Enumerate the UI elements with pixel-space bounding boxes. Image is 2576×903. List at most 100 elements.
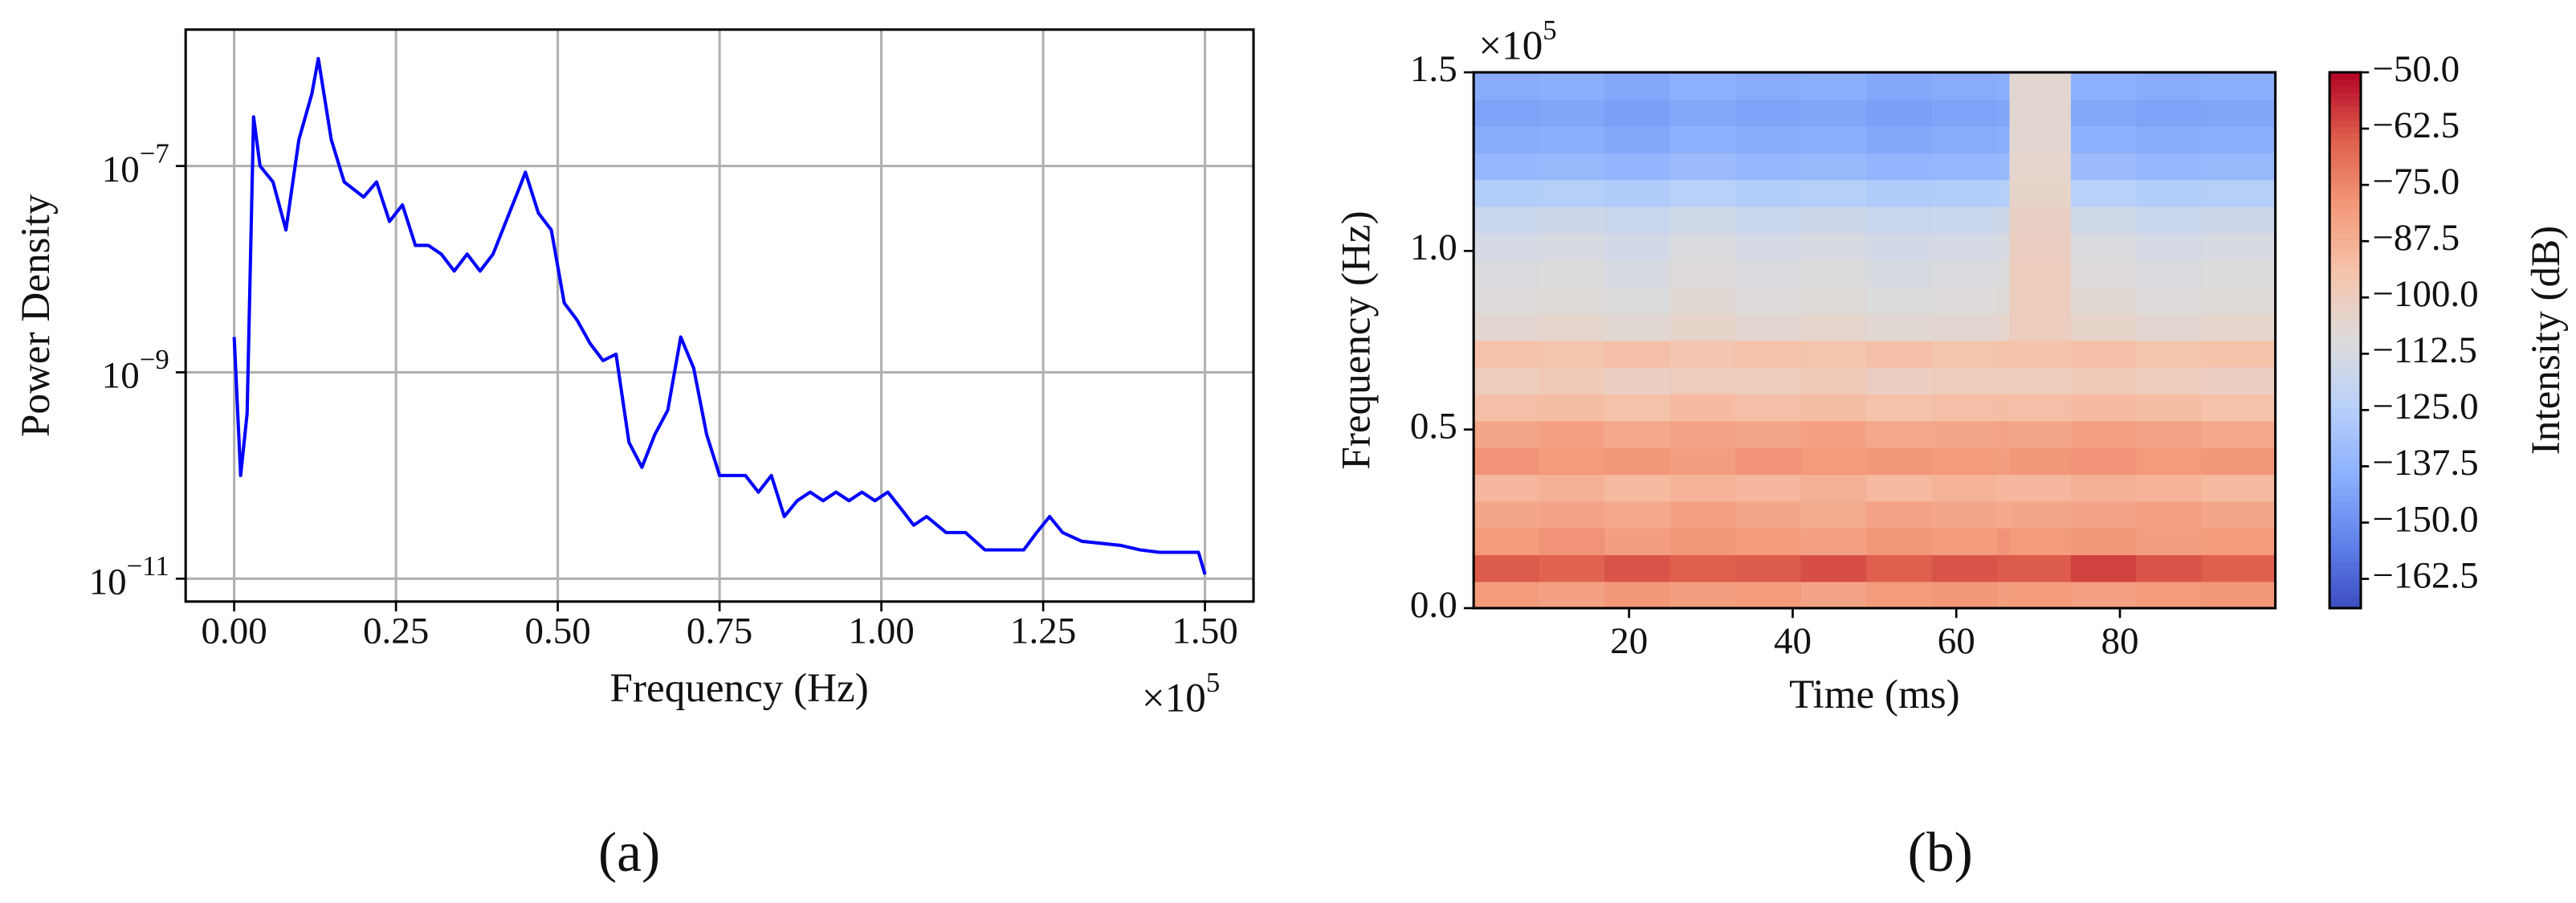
heatmap-cell xyxy=(1604,420,1671,448)
colorbar-slice xyxy=(2329,521,2361,529)
heatmap-cell xyxy=(2009,99,2072,127)
heatmap-cell xyxy=(1800,313,1868,341)
colorbar-slice xyxy=(2329,547,2361,556)
heatmap-cell xyxy=(1931,72,1999,100)
y-axis-label: Frequency (Hz) xyxy=(1334,210,1380,469)
y-tick-label: 0.0 xyxy=(1410,584,1457,626)
colorbar-slice xyxy=(2329,420,2361,428)
heatmap-cell xyxy=(1866,447,1933,476)
heatmap-cell xyxy=(1604,206,1671,234)
heatmap-cell xyxy=(1473,99,1540,127)
heatmap-cell xyxy=(1997,554,2011,582)
heatmap-cell xyxy=(1539,447,1606,476)
colorbar-tick-label: −75.0 xyxy=(2372,161,2460,202)
colorbar-slice xyxy=(2329,206,2361,215)
heatmap-cell xyxy=(2070,501,2138,529)
heatmap-cell xyxy=(2009,447,2072,476)
colorbar-slice xyxy=(2329,125,2361,134)
heatmap-cell xyxy=(1997,99,2011,127)
heatmap-cell xyxy=(2136,259,2203,288)
colorbar-slice xyxy=(2329,386,2361,395)
colorbar-tick-label: −150.0 xyxy=(2372,498,2478,540)
heatmap-cell xyxy=(1669,447,1737,476)
heatmap-cell xyxy=(1669,259,1737,288)
colorbar-slice xyxy=(2329,266,2361,275)
heatmap-cell xyxy=(1735,125,1802,153)
heatmap-cell xyxy=(1997,474,2011,502)
heatmap-cell xyxy=(1669,394,1737,422)
heatmap-cell xyxy=(1866,474,1933,502)
colorbar-slice xyxy=(2329,454,2361,462)
heatmap-cell xyxy=(1997,153,2011,181)
heatmap-cell xyxy=(1931,366,1999,395)
heatmap-cell xyxy=(2070,233,2138,261)
heatmap-cell xyxy=(2136,501,2203,529)
heatmap-cell xyxy=(2070,554,2138,582)
heatmap-cell xyxy=(1735,72,1802,100)
heatmap-cell xyxy=(1997,394,2011,422)
heatmap-cell xyxy=(1997,206,2011,234)
heatmap-cell xyxy=(1735,340,1802,368)
heatmap-cell xyxy=(2136,474,2203,502)
heatmap-cell xyxy=(1539,554,1606,582)
y-tick-label: 10−7 xyxy=(102,137,169,190)
heatmap-cell xyxy=(1866,72,1933,100)
heatmap-cell xyxy=(1604,72,1671,100)
heatmap-cell xyxy=(2070,286,2138,314)
colorbar-slice xyxy=(2329,300,2361,308)
x-offset: ×105 xyxy=(1142,667,1220,721)
heatmap-cell xyxy=(2136,420,2203,448)
heatmap-cell xyxy=(2201,394,2276,422)
colorbar-slice xyxy=(2329,581,2361,589)
heatmap-cell xyxy=(2201,286,2276,314)
colorbar-slice xyxy=(2329,85,2361,94)
heatmap-cell xyxy=(2201,206,2276,234)
heatmap-cell xyxy=(1866,125,1933,153)
heatmap-cell xyxy=(2136,206,2203,234)
y-offset: ×105 xyxy=(1478,14,1556,68)
y-tick-label: 10−11 xyxy=(89,550,169,603)
heatmap-cell xyxy=(1604,125,1671,153)
heatmap-cell xyxy=(1866,581,1933,609)
heatmap-cell xyxy=(1931,99,1999,127)
y-tick-label-base: 10 xyxy=(102,354,140,396)
heatmap-cell xyxy=(1735,206,1802,234)
x-tick-label: 80 xyxy=(2101,620,2139,662)
heatmap-cell xyxy=(1473,581,1540,609)
heatmap-cell xyxy=(1997,286,2011,314)
heatmap-cell xyxy=(2009,153,2072,181)
heatmap-cell xyxy=(1800,233,1868,261)
heatmap-cell xyxy=(1866,527,1933,556)
heatmap-cell xyxy=(2201,340,2276,368)
heatmap-cell xyxy=(2009,340,2072,368)
colorbar-slice xyxy=(2329,340,2361,348)
heatmap-cell xyxy=(1473,286,1540,314)
heatmap-cell xyxy=(1931,153,1999,181)
heatmap-cell xyxy=(1931,286,1999,314)
heatmap-cell xyxy=(1539,153,1606,181)
heatmap-cell xyxy=(1669,340,1737,368)
heatmap-cell xyxy=(1931,206,1999,234)
y-tick-label-exponent: −9 xyxy=(140,344,169,375)
heatmap-cell xyxy=(1866,340,1933,368)
heatmap-cell xyxy=(1866,420,1933,448)
colorbar-slice xyxy=(2329,326,2361,335)
heatmap-cell xyxy=(1800,501,1868,529)
heatmap-cell xyxy=(1735,99,1802,127)
heatmap-cell xyxy=(1473,554,1540,582)
heatmap-cell xyxy=(1931,179,1999,207)
colorbar-slice xyxy=(2329,561,2361,569)
heatmap-cell xyxy=(1539,474,1606,502)
colorbar-slice xyxy=(2329,366,2361,375)
colorbar-slice xyxy=(2329,139,2361,147)
heatmap-cell xyxy=(1866,501,1933,529)
heatmap-cell xyxy=(2009,179,2072,207)
line xyxy=(232,56,1207,575)
heatmap-cell xyxy=(1539,313,1606,341)
colorbar-slice xyxy=(2329,179,2361,187)
heatmap-cell xyxy=(1931,313,1999,341)
x-tick-label: 40 xyxy=(1774,620,1812,662)
heatmap-cell xyxy=(1997,340,2011,368)
heatmap-cell xyxy=(1473,340,1540,368)
